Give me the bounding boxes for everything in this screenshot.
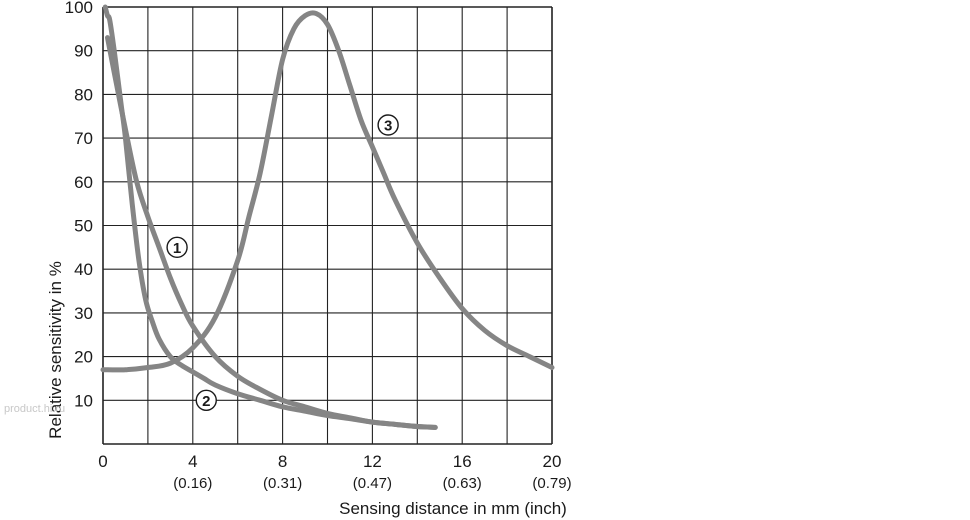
x-tick-label: 16	[453, 452, 472, 471]
x-tick-sublabel: (0.63)	[443, 475, 482, 492]
curve-3	[100, 10, 555, 373]
curve-marker-ring	[195, 389, 217, 411]
y-tick-label: 80	[74, 85, 93, 104]
x-tick-sublabel: (0.31)	[263, 475, 302, 492]
y-tick-label: 50	[74, 217, 93, 236]
curve-marker-label: 2	[202, 393, 210, 410]
curve-marker-ring	[166, 236, 188, 259]
watermark: product.hi.ru	[4, 403, 65, 415]
curve-marker-label: 3	[384, 117, 392, 134]
x-tick-label: 20	[543, 452, 562, 471]
chart-grid	[102, 6, 553, 445]
y-tick-label: 30	[74, 304, 93, 323]
y-tick-label: 20	[74, 348, 93, 367]
y-axis-label: Relative sensitivity in %	[46, 261, 65, 439]
x-axis-label: Sensing distance in mm (inch)	[339, 499, 567, 518]
y-tick-label: 100	[65, 0, 93, 17]
x-tick-label: 0	[98, 452, 107, 471]
y-tick-label: 60	[74, 173, 93, 192]
x-tick-sublabel: (0.79)	[532, 475, 571, 492]
y-tick-label: 10	[74, 391, 93, 410]
y-tick-label: 70	[74, 129, 93, 148]
curve-marker-label: 1	[173, 240, 181, 257]
curve-2	[102, 4, 438, 430]
x-tick-sublabel: (0.47)	[353, 475, 392, 492]
curve-markers: 1 2 3	[166, 114, 399, 411]
curve-marker-ring	[377, 114, 399, 136]
y-tick-label: 90	[74, 42, 93, 61]
y-tick-label: 40	[74, 260, 93, 279]
x-tick-label: 12	[363, 452, 382, 471]
chart-curves	[100, 4, 555, 430]
x-tick-label: 4	[188, 452, 197, 471]
x-tick-label: 8	[278, 452, 287, 471]
x-tick-sublabel: (0.16)	[173, 475, 212, 492]
